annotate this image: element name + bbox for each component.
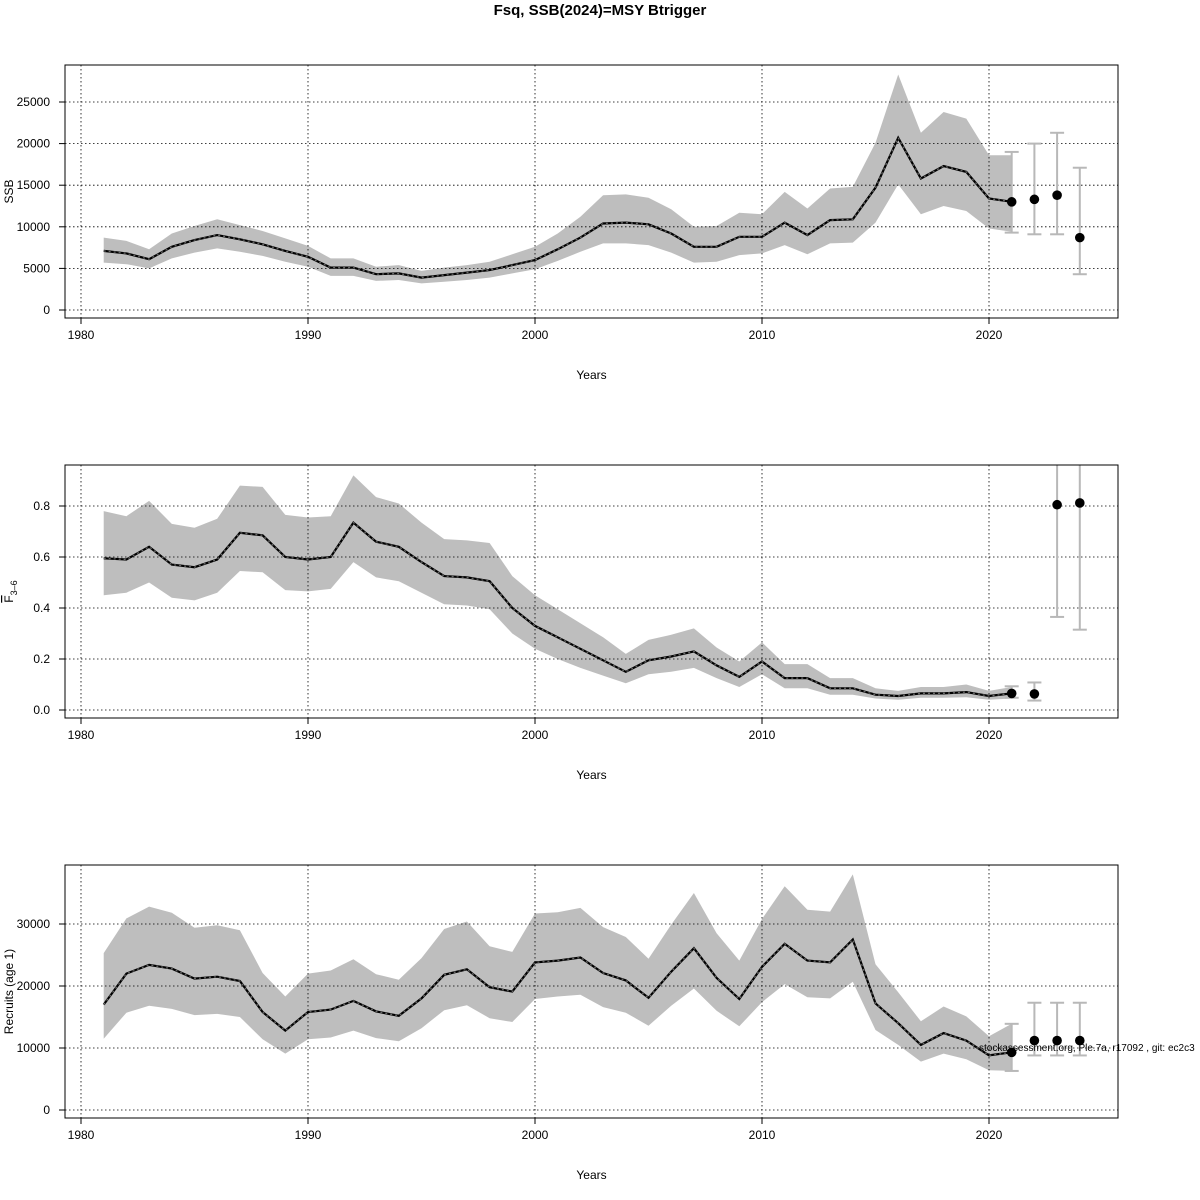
x-tick-label: 1980 [68,328,95,342]
forecast-errorbar [1072,465,1087,631]
confidence-band [103,74,1012,284]
y-axis-label-subscript: 3–6 [9,580,19,595]
y-tick-label: 20000 [17,979,51,993]
y-axis-label: F3–6 [2,580,19,602]
chart-panel-ssb: 1980 1990 2000 2010 2020 0 5000 10000 15000 20000… [2,64,1119,382]
x-tick-label: 2010 [749,328,776,342]
plot-frame [64,64,1119,319]
forecast-errorbar [1050,465,1065,618]
figure-title: Fsq, SSB(2024)=MSY Btrigger [493,2,707,19]
x-tick-label: 1990 [295,728,322,742]
forecast-point [1006,1047,1017,1058]
y-axis-label: Recruits (age 1) [2,949,16,1034]
plot-area [65,65,1118,318]
forecast-point [1029,689,1040,699]
forecast-errorbar [1072,166,1087,276]
forecast-point [1075,498,1085,508]
plot-frame [64,464,1119,719]
y-tick-label: 5000 [23,261,50,275]
forecast-errorbar [1027,1001,1042,1057]
forecast-point [1075,232,1085,243]
forecast-errorbar [1050,131,1065,236]
plot-area [65,465,1118,718]
forecast-errorbar [1072,1001,1087,1057]
y-axis-label-base: F [2,595,16,602]
estimate-line-dots [103,938,1012,1057]
footer-text: stockassessment.org, Ple.7a, r17092 , gi… [979,1043,1195,1054]
y-tick-label: 0.0 [33,703,50,717]
confidence-band [103,874,1012,1071]
forecast-point [1075,1035,1085,1046]
y-tick-label: 15000 [17,178,51,192]
estimate-line [103,135,1012,279]
estimate-line-dots [103,521,1012,697]
x-tick-label: 1980 [68,1128,95,1142]
y-tick-label: 30000 [17,917,51,931]
x-tick-label: 2020 [976,1128,1003,1142]
y-tick-label: 0 [43,1103,50,1117]
y-tick-label: 20000 [17,137,51,151]
y-tick-label: 0.4 [33,601,50,615]
forecast-point [1006,197,1017,207]
y-tick-label: 25000 [17,95,51,109]
y-tick-label: 0.2 [33,652,50,666]
x-tick-label: 2000 [522,328,549,342]
chart-panel-fbar: 1980 1990 2000 2010 2020 0.0 0.2 0.4 0.6 0.8 Years… [2,464,1119,782]
forecast-errorbar [1004,1022,1019,1072]
forecast-point [1029,194,1040,205]
y-tick-label: 10000 [17,1041,51,1055]
x-tick-label: 1990 [295,1128,322,1142]
plot-area [65,865,1118,1118]
x-axis-label: Years [576,1168,606,1182]
x-tick-label: 2000 [522,728,549,742]
x-tick-label: 2020 [976,328,1003,342]
chart-panel-recruits: 1980 1990 2000 2010 2020 0 10000 20000 30000 Year… [2,864,1119,1182]
forecast-errorbar [1027,142,1042,236]
forecast-point [1052,190,1062,200]
forecast-point [1006,688,1017,699]
x-tick-label: 2000 [522,1128,549,1142]
y-tick-label: 0 [43,303,50,317]
y-axis-label: SSB [2,179,16,203]
x-tick-label: 1990 [295,328,322,342]
forecast-point [1052,1035,1062,1046]
plot-frame [64,864,1119,1119]
forecast-errorbar [1004,150,1019,234]
forecast-point [1029,1035,1040,1046]
x-tick-label: 1980 [68,728,95,742]
y-tick-label: 0.8 [33,499,50,513]
forecast-errorbar [1050,1001,1065,1057]
x-tick-label: 2020 [976,728,1003,742]
y-tick-label: 10000 [17,220,51,234]
x-tick-label: 2010 [749,1128,776,1142]
x-axis-label: Years [576,368,606,382]
confidence-band [103,475,1012,700]
x-tick-label: 2010 [749,728,776,742]
x-axis-label: Years [576,768,606,782]
forecast-point [1052,499,1062,510]
y-tick-label: 0.6 [33,550,50,564]
